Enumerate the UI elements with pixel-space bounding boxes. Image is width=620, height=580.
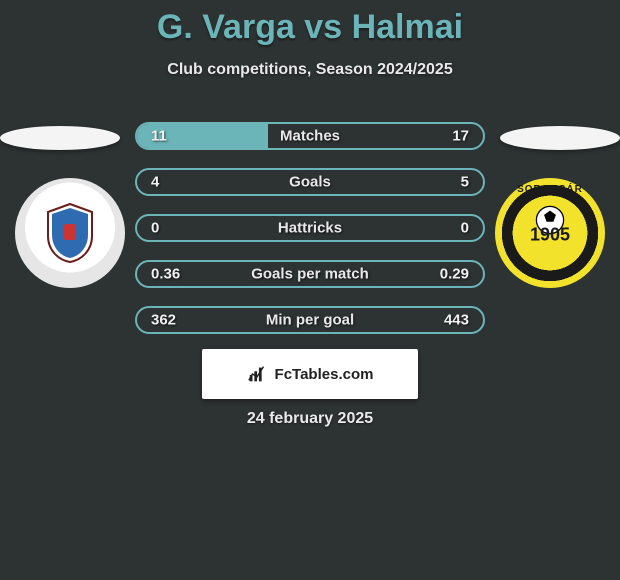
stat-bar-min-per-goal: 362 Min per goal 443 [135, 306, 485, 334]
stat-label: Goals per match [251, 266, 369, 283]
stat-bar-goals: 4 Goals 5 [135, 168, 485, 196]
ellipse-decor-left [0, 126, 120, 150]
stat-label: Goals [289, 174, 331, 191]
club-badge-right: SOROKSÁR 1905 [495, 178, 605, 288]
brand-text: FcTables.com [275, 366, 374, 383]
stat-value-right: 17 [452, 128, 469, 145]
stat-value-left: 362 [151, 312, 176, 329]
ellipse-decor-right [500, 126, 620, 150]
brand-box: FcTables.com [202, 349, 418, 399]
crest-icon [44, 202, 96, 264]
stat-label: Matches [280, 128, 340, 145]
stat-value-left: 0 [151, 220, 159, 237]
subtitle: Club competitions, Season 2024/2025 [0, 61, 620, 79]
page-title: G. Varga vs Halmai [0, 0, 620, 47]
club-badge-left [15, 178, 125, 288]
stat-label: Min per goal [266, 312, 354, 329]
badge-arc-text: SOROKSÁR [495, 184, 605, 195]
stat-value-left: 4 [151, 174, 159, 191]
stat-label: Hattricks [278, 220, 342, 237]
stat-bars: 11 Matches 17 4 Goals 5 0 Hattricks 0 0.… [135, 122, 485, 352]
stat-value-left: 11 [151, 128, 167, 145]
stat-bar-goals-per-match: 0.36 Goals per match 0.29 [135, 260, 485, 288]
badge-year: 1905 [530, 225, 570, 246]
stat-value-right: 0.29 [440, 266, 469, 283]
stat-value-left: 0.36 [151, 266, 180, 283]
stat-value-right: 0 [461, 220, 469, 237]
stat-value-right: 443 [444, 312, 469, 329]
stat-value-right: 5 [461, 174, 469, 191]
stat-bar-hattricks: 0 Hattricks 0 [135, 214, 485, 242]
stat-bar-matches: 11 Matches 17 [135, 122, 485, 150]
date-text: 24 february 2025 [0, 410, 620, 428]
chart-icon [247, 363, 269, 385]
